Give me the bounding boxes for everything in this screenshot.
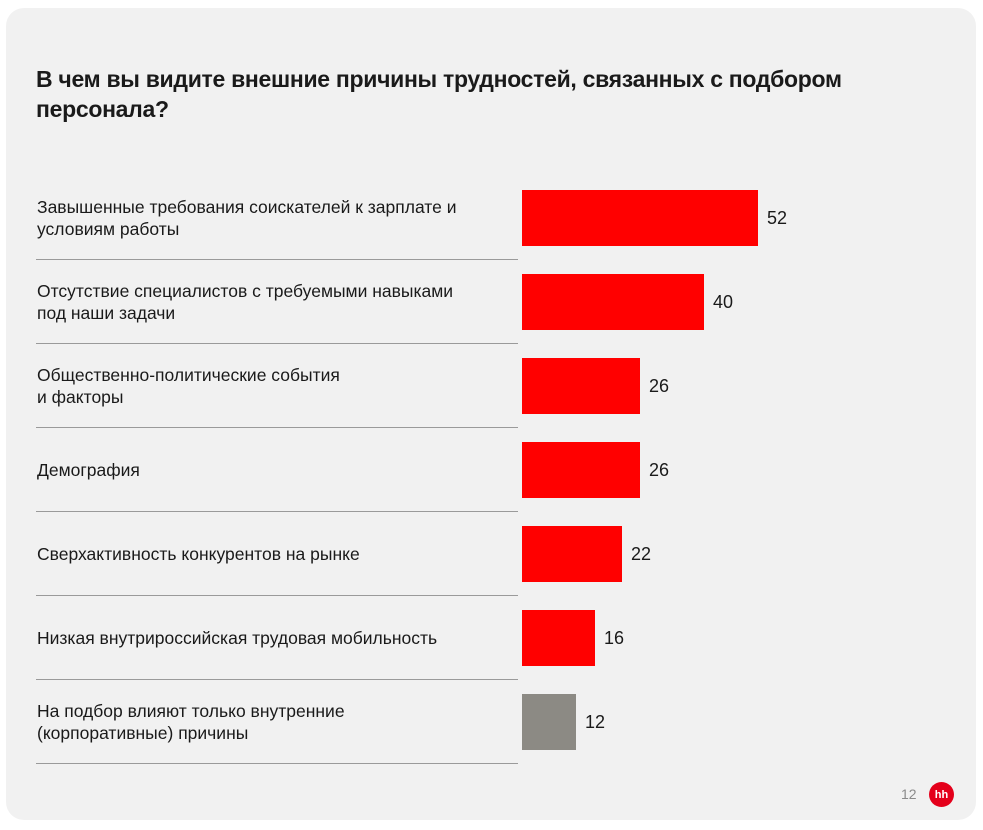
bar-value-label: 26 xyxy=(649,375,670,396)
bar-value-label: 40 xyxy=(713,291,734,312)
bar-label: Завышенные требования соискателей к зарп… xyxy=(37,197,457,239)
row-divider xyxy=(36,679,518,680)
bar-value-label: 22 xyxy=(631,543,652,564)
bar xyxy=(522,190,758,246)
bar-label: Низкая внутрироссийская трудовая мобильн… xyxy=(37,628,438,648)
bar xyxy=(522,358,640,414)
bar-label: На подбор влияют только внутренние (корп… xyxy=(37,701,345,743)
bar-label: Общественно-политические события и факто… xyxy=(37,365,340,407)
bar xyxy=(522,694,576,750)
chart-card xyxy=(6,8,976,820)
bar-row: Демография 26 xyxy=(0,428,983,512)
bar-value-label: 16 xyxy=(604,627,625,648)
bar-value-label: 52 xyxy=(767,207,788,228)
row-divider xyxy=(36,259,518,260)
bar-row: На подбор влияют только внутренние (корп… xyxy=(0,680,983,764)
row-divider xyxy=(36,595,518,596)
page-number: 12 xyxy=(901,786,917,802)
bar-value-label: 26 xyxy=(649,459,670,480)
bar-row: Сверхактивность конкурентов на рынке 22 xyxy=(0,512,983,596)
row-divider xyxy=(36,511,518,512)
bar-row: Завышенные требования соискателей к зарп… xyxy=(0,176,983,260)
bar xyxy=(522,610,595,666)
bar-row: Низкая внутрироссийская трудовая мобильн… xyxy=(0,596,983,680)
bar-row: Общественно-политические события и факто… xyxy=(0,344,983,428)
bar-label: Демография xyxy=(37,460,140,480)
chart-title: В чем вы видите внешние причины трудност… xyxy=(36,66,842,122)
bar-label: Отсутствие специалистов с требуемыми нав… xyxy=(37,281,454,323)
bar-label: Сверхактивность конкурентов на рынке xyxy=(37,544,360,564)
bar-value-label: 12 xyxy=(585,711,606,732)
bar xyxy=(522,442,640,498)
row-divider xyxy=(36,763,518,764)
hh-logo-icon: hh xyxy=(929,782,954,807)
bar xyxy=(522,526,622,582)
bar xyxy=(522,274,704,330)
row-divider xyxy=(36,427,518,428)
row-divider xyxy=(36,343,518,344)
bar-row: Отсутствие специалистов с требуемыми нав… xyxy=(0,260,983,344)
